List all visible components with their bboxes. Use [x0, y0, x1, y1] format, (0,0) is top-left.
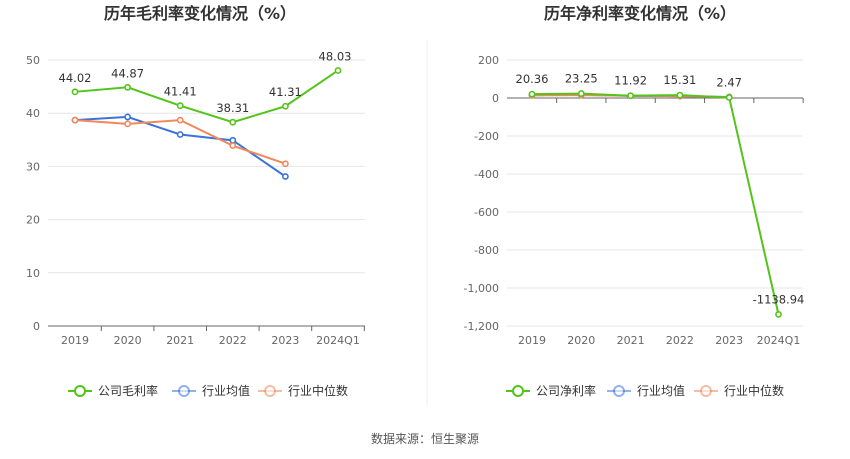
y-tick-label: 200 — [478, 54, 499, 67]
data-label: 41.31 — [269, 85, 302, 99]
source-note: 数据来源：恒生聚源 — [371, 431, 479, 446]
legend-marker — [74, 385, 86, 397]
data-label: 11.92 — [614, 74, 647, 88]
y-tick-label: 30 — [26, 160, 40, 173]
legend-marker — [264, 385, 276, 397]
data-point — [627, 92, 634, 100]
y-tick-label: -400 — [474, 168, 499, 181]
y-tick-label: 0 — [492, 92, 499, 105]
x-tick-label: 2020 — [567, 334, 595, 347]
y-tick-label: -1,000 — [464, 282, 499, 295]
data-point — [577, 90, 585, 97]
series-line-3 — [74, 119, 286, 165]
x-tick-label: 2023 — [271, 334, 299, 347]
y-tick-label: 10 — [26, 267, 40, 280]
x-tick-label: 2022 — [666, 334, 694, 347]
chart-title: 历年毛利率变化情况（%） — [104, 4, 296, 23]
series-line-2 — [74, 115, 286, 178]
legend-label: 公司毛利率 — [98, 383, 158, 398]
data-label: -1138.94 — [753, 292, 805, 306]
data-label: 48.03 — [319, 49, 352, 63]
data-label: 44.02 — [59, 71, 92, 85]
y-tick-label: -1,200 — [464, 320, 499, 333]
y-tick-label: 50 — [26, 54, 40, 67]
x-tick-label: 2024Q1 — [316, 334, 360, 347]
legend-item-1: 公司净利率 — [506, 383, 596, 398]
data-point — [176, 131, 184, 138]
data-label: 2.47 — [716, 76, 742, 90]
legend-marker — [178, 385, 190, 397]
data-label: 38.31 — [216, 101, 249, 115]
legend-item-3: 行业中位数 — [258, 383, 348, 398]
y-tick-label: -200 — [474, 130, 499, 143]
data-point — [725, 94, 733, 101]
data-point — [124, 83, 131, 91]
data-point — [124, 113, 131, 121]
chart-title: 历年净利率变化情况（%） — [544, 4, 736, 23]
series-line-1 — [531, 92, 780, 315]
x-tick-label: 2019 — [518, 334, 546, 347]
data-point — [528, 90, 536, 98]
legend-label: 行业中位数 — [288, 383, 348, 398]
data-point — [281, 160, 289, 168]
data-label: 44.87 — [111, 66, 144, 80]
y-tick-label: -800 — [474, 244, 499, 257]
data-label: 15.31 — [663, 73, 696, 87]
x-tick-label: 2019 — [61, 334, 89, 347]
legend-label: 行业均值 — [637, 383, 685, 398]
legend-label: 行业中位数 — [724, 383, 784, 398]
legend-label: 公司净利率 — [536, 383, 596, 398]
data-point — [71, 116, 79, 124]
series-line-1 — [74, 69, 339, 124]
data-point — [334, 67, 342, 74]
legend-item-1: 公司毛利率 — [68, 383, 158, 398]
x-tick-label: 2023 — [715, 334, 743, 347]
data-point — [281, 173, 289, 180]
chart-1: 历年毛利率变化情况（%） 0 10 20 30 40 50 2019 2020 2021 2022 2… — [26, 4, 365, 398]
data-point — [229, 142, 237, 150]
data-point — [71, 88, 79, 96]
data-point — [676, 91, 684, 99]
legend-item-2: 行业均值 — [172, 383, 250, 398]
y-tick-label: 0 — [33, 320, 40, 333]
data-label: 41.41 — [164, 85, 197, 99]
x-tick-label: 2021 — [166, 334, 194, 347]
data-point — [229, 118, 237, 126]
legend-item-3: 行业中位数 — [694, 383, 784, 398]
data-point — [176, 102, 184, 110]
data-point — [775, 310, 782, 318]
legend-label: 行业均值 — [202, 383, 250, 398]
legend-marker — [700, 385, 712, 397]
data-point — [229, 136, 237, 144]
data-point — [176, 116, 184, 124]
data-point — [124, 120, 131, 128]
x-tick-label: 2024Q1 — [757, 334, 801, 347]
chart-2: 历年净利率变化情况（%） -1,200 -1,000 -800 -600 -400 -200… — [464, 4, 805, 398]
legend-marker — [613, 385, 625, 397]
legend-item-2: 行业均值 — [607, 383, 685, 398]
x-tick-label: 2021 — [617, 334, 645, 347]
data-point — [281, 102, 289, 110]
x-tick-label: 2022 — [219, 334, 247, 347]
y-tick-label: 20 — [26, 214, 40, 227]
y-tick-label: 40 — [26, 107, 40, 120]
y-tick-label: -600 — [474, 206, 499, 219]
x-tick-label: 2020 — [114, 334, 142, 347]
data-label: 20.36 — [516, 72, 549, 86]
data-label: 23.25 — [565, 72, 598, 86]
legend-marker — [512, 385, 524, 397]
